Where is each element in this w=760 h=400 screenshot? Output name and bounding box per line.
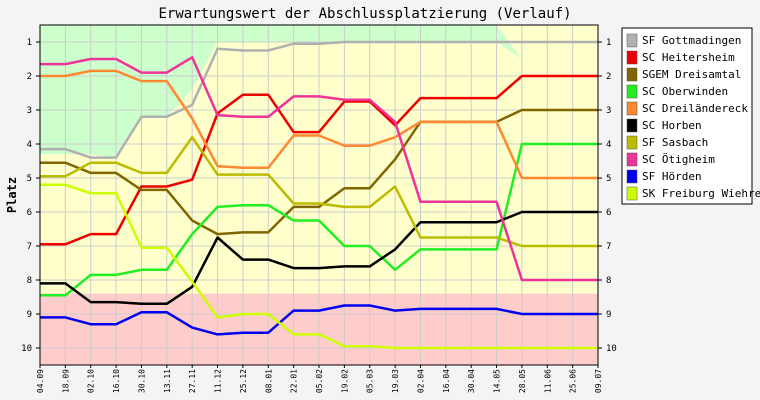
series-line-8 (40, 304, 598, 336)
y-tick-label-left: 6 (27, 208, 32, 218)
legend-label-7: SC Ötigheim (642, 153, 715, 166)
legend: SF Gottmadingen SC Heitersheim SGEM Dreisa… (621, 27, 760, 205)
series-line-3 (40, 142, 598, 297)
y-tick-label-right: 9 (606, 310, 611, 320)
series-line-0 (40, 40, 598, 159)
x-tick-label: 16.04 (442, 369, 451, 393)
legend-box (621, 27, 753, 205)
legend-label-9: SK Freiburg Wiehre (642, 187, 760, 200)
legend-swatch-4 (626, 101, 638, 116)
y-axis-ticks: 1 1 2 2 3 3 4 4 5 5 6 6 7 7 8 8 9 9 10 10 (21, 38, 617, 354)
series-line-9 (40, 183, 598, 350)
x-tick-label: 16.10 (112, 369, 121, 393)
chart-title: Erwartungswert der Abschlussplatzierung … (158, 6, 571, 22)
legend-swatch-8 (626, 169, 638, 184)
y-tick-label-right: 10 (606, 344, 617, 354)
legend-swatch-5 (626, 118, 638, 133)
y-tick-label-right: 1 (606, 38, 611, 48)
x-tick-label: 30.04 (467, 369, 476, 393)
legend-label-8: SF Hörden (642, 170, 702, 183)
x-tick-label: 27.11 (188, 369, 197, 393)
x-tick-label: 11.12 (214, 369, 223, 393)
legend-label-2: SGEM Dreisamtal (642, 68, 741, 81)
x-tick-label: 05.02 (315, 369, 324, 393)
legend-swatch-7 (626, 152, 638, 167)
x-tick-label: 25.06 (569, 369, 578, 393)
x-tick-label: 19.03 (391, 369, 400, 393)
y-tick-label-right: 6 (606, 208, 611, 218)
y-tick-label-left: 10 (21, 344, 32, 354)
legend-label-4: SC Dreiländereck (642, 102, 748, 115)
legend-swatch-2 (626, 67, 638, 82)
x-tick-label: 30.10 (137, 369, 146, 393)
y-tick-label-right: 7 (606, 242, 611, 252)
y-tick-label-left: 3 (27, 106, 32, 116)
y-tick-label-left: 5 (27, 174, 32, 184)
legend-label-3: SC Oberwinden (642, 85, 728, 98)
series-line-1 (40, 74, 598, 246)
series-line-6 (40, 135, 598, 248)
y-tick-label-right: 4 (606, 140, 611, 150)
x-tick-label: 11.06 (543, 369, 552, 393)
x-tick-label: 08.01 (264, 369, 273, 393)
x-tick-label: 22.01 (290, 369, 299, 393)
legend-swatch-9 (626, 186, 638, 201)
legend-label-6: SF Sasbach (642, 136, 708, 149)
series-line-7 (40, 56, 598, 282)
y-tick-label-right: 5 (606, 174, 611, 184)
x-tick-label: 04.09 (36, 369, 45, 393)
y-tick-label-left: 9 (27, 310, 32, 320)
y-tick-label-left: 8 (27, 276, 32, 286)
x-tick-label: 19.02 (340, 369, 349, 393)
x-tick-label: 14.05 (493, 369, 502, 393)
y-tick-label-right: 8 (606, 276, 611, 286)
legend-label-5: SC Horben (642, 119, 702, 132)
y-tick-label-left: 4 (27, 140, 32, 150)
y-tick-label-left: 2 (27, 72, 32, 82)
y-tick-label-right: 2 (606, 72, 611, 82)
legend-swatch-3 (626, 84, 638, 99)
x-tick-label: 09.07 (594, 369, 603, 393)
x-tick-label: 25.12 (239, 369, 248, 393)
legend-swatch-6 (626, 135, 638, 150)
legend-label-1: SC Heitersheim (642, 51, 735, 64)
y-axis-label: Platz (5, 177, 19, 213)
band-top (40, 25, 598, 158)
series-lines (40, 40, 598, 350)
y-tick-label-left: 1 (27, 38, 32, 48)
x-tick-label: 02.04 (416, 369, 425, 393)
y-tick-label-left: 7 (27, 242, 32, 252)
series-line-4 (40, 69, 598, 180)
x-tick-label: 28.05 (518, 369, 527, 393)
y-tick-label-right: 3 (606, 106, 611, 116)
legend-label-0: SF Gottmadingen (642, 34, 741, 47)
x-axis-ticks: 04.09 18.09 02.10 16.10 30.10 13.11 27.11 11.12… (36, 365, 603, 393)
x-tick-label: 05.03 (366, 369, 375, 393)
series-line-2 (40, 108, 598, 236)
legend-swatch-1 (626, 50, 638, 65)
x-tick-label: 02.10 (87, 369, 96, 393)
x-tick-label: 18.09 (61, 369, 70, 393)
series-line-5 (40, 210, 598, 306)
legend-swatch-0 (626, 33, 638, 48)
x-tick-label: 13.11 (163, 369, 172, 393)
